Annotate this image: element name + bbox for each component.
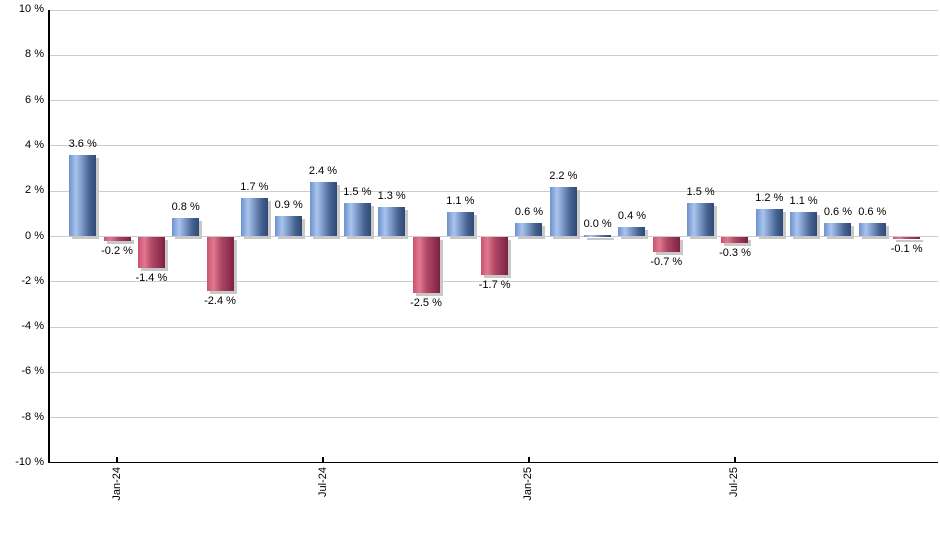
bar-value-label: 1.2 %: [755, 192, 784, 205]
gridline: [49, 100, 938, 102]
bar-positive: [69, 154, 97, 237]
gridline: [49, 417, 938, 419]
bar-negative: [721, 236, 749, 244]
y-tick-label: -10 %: [15, 456, 44, 468]
bar-value-label: 0.6 %: [858, 205, 887, 218]
bar-value-label: 0.0 %: [583, 217, 612, 230]
bar-value-label: 0.6 %: [514, 205, 544, 218]
gridline: [49, 9, 938, 11]
bar-positive: [755, 209, 783, 237]
bar-positive: [378, 207, 406, 237]
bar-positive: [790, 211, 818, 237]
bar-value-label: 1.5 %: [686, 185, 715, 198]
bar-negative: [206, 236, 234, 291]
bar-value-label: 1.1 %: [789, 194, 818, 207]
bar-positive: [275, 216, 303, 237]
bar-positive: [858, 222, 886, 237]
y-tick-label: 0 %: [25, 229, 44, 242]
x-axis-tick: [734, 457, 736, 462]
bar-value-label: -0.3 %: [719, 247, 751, 260]
gridline: [49, 145, 938, 147]
bar-value-label: -2.4 %: [204, 294, 236, 307]
y-tick-label: -8 %: [21, 410, 44, 423]
gridline: [49, 371, 938, 373]
gridline: [49, 281, 938, 283]
y-axis-line: [48, 10, 50, 463]
bar-value-label: 2.4 %: [308, 165, 338, 178]
bar-value-label: -0.2 %: [101, 245, 133, 258]
bar-value-label: 2.2 %: [549, 169, 578, 182]
y-tick-label: 6 %: [25, 93, 44, 106]
bar-negative: [137, 236, 165, 269]
bar-positive: [240, 197, 268, 237]
x-tick-label: Jan-24: [110, 467, 123, 501]
y-tick-label: 8 %: [25, 48, 44, 61]
bar-value-label: -0.7 %: [650, 256, 683, 269]
bar-positive: [618, 227, 646, 237]
gridline: [49, 190, 938, 192]
bar-positive: [515, 222, 543, 237]
y-tick-label: 4 %: [25, 138, 44, 151]
x-axis-tick: [322, 457, 324, 462]
bar-negative: [652, 236, 680, 253]
bar-value-label: 3.6 %: [68, 137, 97, 150]
gridline: [49, 326, 938, 328]
bar-value-label: 0.9 %: [274, 199, 303, 212]
y-tick-label: -6 %: [21, 365, 44, 378]
bar-value-label: 0.8 %: [171, 201, 200, 214]
bar-positive: [343, 202, 371, 237]
y-tick-label: -4 %: [21, 320, 44, 333]
y-tick-label: 10 %: [18, 3, 44, 15]
x-tick-label: Jul-24: [316, 467, 329, 497]
y-tick-label: -2 %: [21, 274, 44, 287]
bar-value-label: 1.5 %: [343, 185, 372, 198]
bar-value-label: -1.4 %: [135, 272, 168, 285]
y-tick-label: 2 %: [25, 184, 44, 197]
bar-value-label: -1.7 %: [478, 279, 511, 291]
bar-positive: [446, 211, 474, 237]
bar-value-label: -0.1 %: [890, 242, 923, 255]
bar-positive: [824, 222, 852, 237]
bar-positive: [549, 186, 577, 237]
bar-value-label: -2.5 %: [410, 297, 442, 310]
bar-negative: [481, 236, 509, 275]
x-tick-label: Jul-25: [728, 467, 741, 497]
x-tick-label: Jan-25: [522, 467, 535, 501]
bar-positive: [309, 182, 337, 237]
x-axis-tick: [528, 457, 530, 462]
bar-negative: [412, 236, 440, 294]
bar-value-label: 1.7 %: [240, 180, 269, 193]
x-axis-tick: [116, 457, 118, 462]
gridline: [49, 54, 938, 56]
bar-positive: [584, 234, 612, 237]
bar-value-label: 0.6 %: [823, 205, 853, 218]
bar-positive: [687, 202, 715, 237]
bar-negative: [893, 236, 921, 239]
bar-value-label: 1.1 %: [446, 194, 475, 207]
bar-value-label: 0.4 %: [617, 210, 647, 223]
bar-negative: [103, 236, 131, 242]
bar-value-label: 1.3 %: [377, 190, 406, 203]
bar-positive: [172, 218, 200, 237]
x-axis-line: [48, 461, 938, 464]
